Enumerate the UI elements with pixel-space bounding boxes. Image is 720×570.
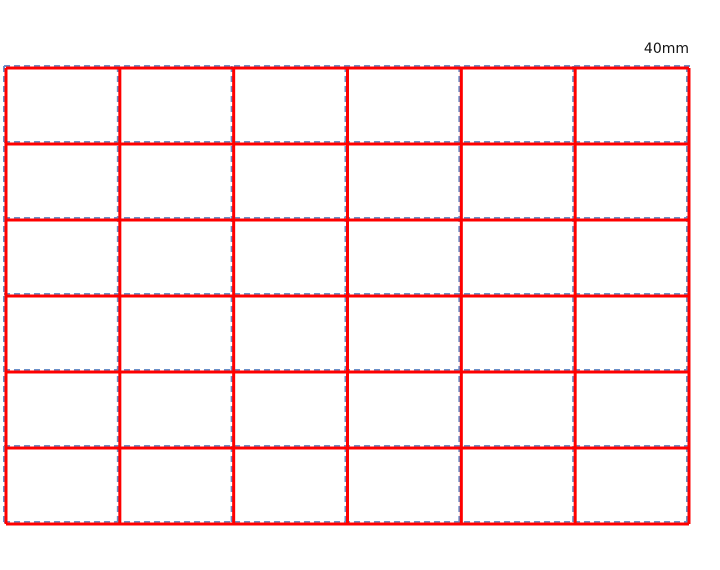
dimension-label: 40mm [643,41,689,57]
